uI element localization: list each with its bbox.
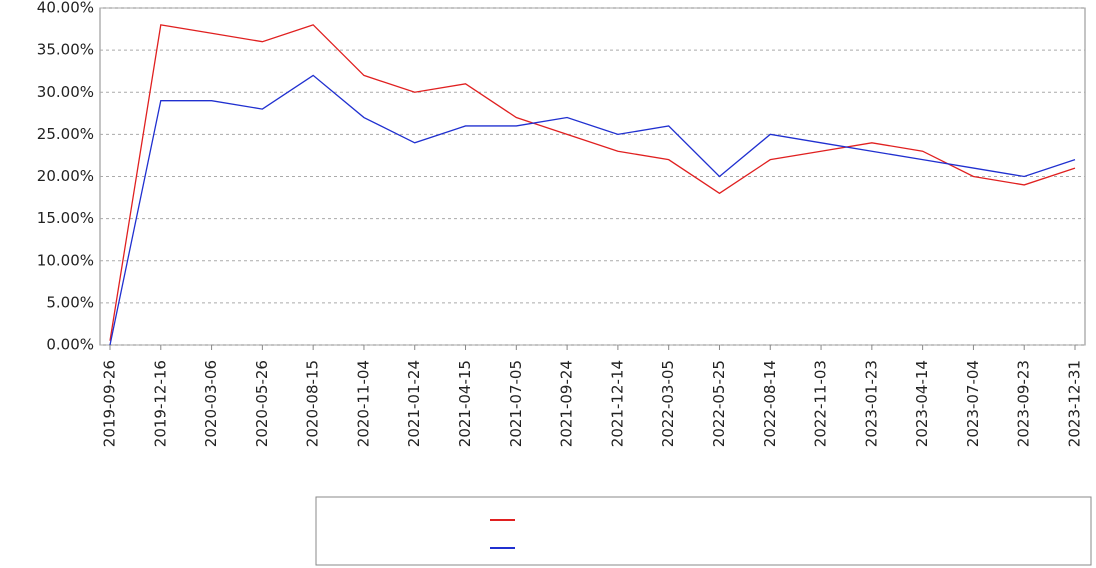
x-tick-label: 2020-11-04 xyxy=(354,360,372,447)
series-line xyxy=(110,75,1075,345)
legend-box xyxy=(316,497,1091,565)
x-tick-label: 2023-12-31 xyxy=(1066,360,1084,447)
x-tick-label: 2022-03-05 xyxy=(659,360,677,447)
y-tick-label: 40.00% xyxy=(37,0,94,17)
y-tick-label: 25.00% xyxy=(37,125,94,143)
y-tick-label: 5.00% xyxy=(46,293,94,311)
chart: 0.00% 5.00% 10.00% 15.00% 20.00% 25.00% 30.00%… xyxy=(0,0,1096,568)
x-tick-label: 2023-09-23 xyxy=(1015,360,1033,447)
y-tick-label: 15.00% xyxy=(37,209,94,227)
x-tick-label: 2022-11-03 xyxy=(812,360,830,447)
y-tick-label: 30.00% xyxy=(37,83,94,101)
x-tick-label: 2021-04-15 xyxy=(456,360,474,447)
y-tick-label: 0.00% xyxy=(46,336,94,354)
x-tick-label: 2019-12-16 xyxy=(151,360,169,447)
x-tick-label: 2021-01-24 xyxy=(405,360,423,447)
x-tick-label: 2023-04-14 xyxy=(913,360,931,447)
x-tick-label: 2020-03-06 xyxy=(202,360,220,447)
y-tick-label: 35.00% xyxy=(37,41,94,59)
x-tick-label: 2022-05-25 xyxy=(710,360,728,447)
x-tick-label: 2021-09-24 xyxy=(558,360,576,447)
y-tick-label: 20.00% xyxy=(37,167,94,185)
x-tick-label: 2021-12-14 xyxy=(608,360,626,447)
x-tick-label: 2023-01-23 xyxy=(862,360,880,447)
y-tick-label: 10.00% xyxy=(37,251,94,269)
x-tick-label: 2021-07-05 xyxy=(507,360,525,447)
x-tick-label: 2023-07-04 xyxy=(964,360,982,447)
series-line xyxy=(110,25,1075,341)
x-tick-label: 2019-09-26 xyxy=(101,360,119,447)
x-tick-label: 2020-08-15 xyxy=(304,360,322,447)
x-tick-label: 2020-05-26 xyxy=(253,360,271,447)
x-tick-label: 2022-08-14 xyxy=(761,360,779,447)
